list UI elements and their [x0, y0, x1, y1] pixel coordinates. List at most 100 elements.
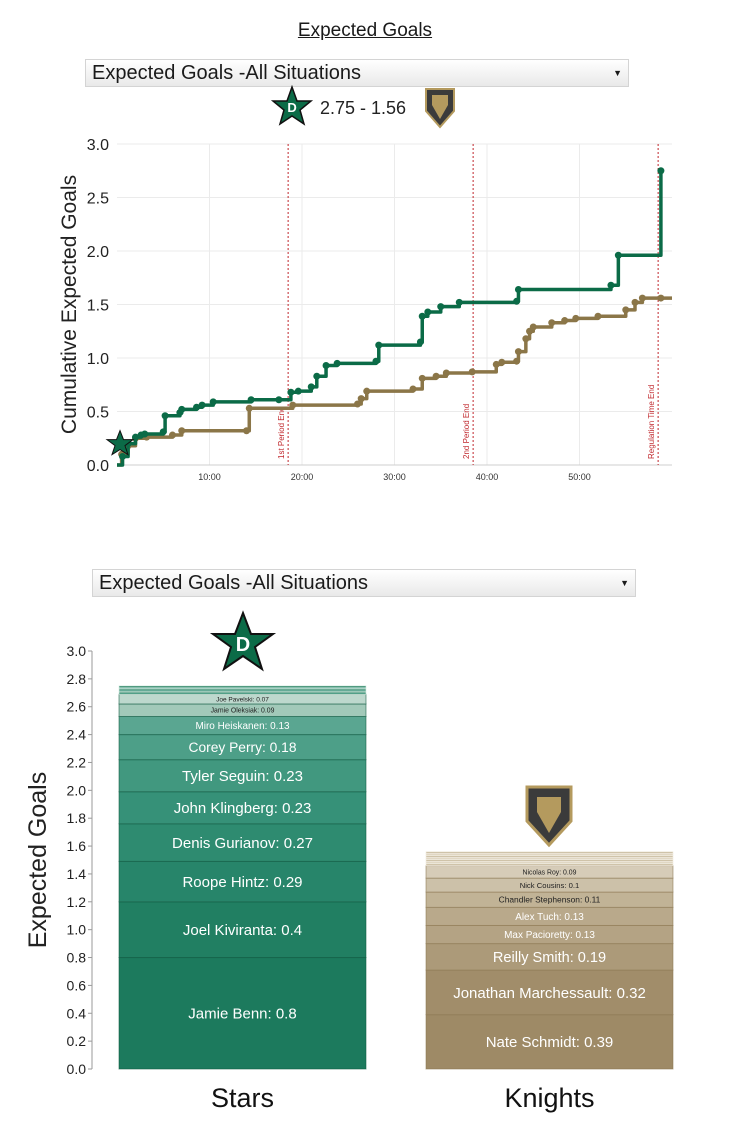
bar-segment-sliver [118, 692, 367, 695]
y-tick-label: 1.4 [67, 866, 87, 882]
bottom-chart-metric-select[interactable]: Expected Goals -All Situations ▼ [92, 569, 636, 597]
cumulative-xg-line-chart: D 2.75 - 1.56 0.0 0.5 1.0 1.5 2.0 2.5 3.0 10:00… [58, 85, 672, 482]
stars-shot-point [132, 433, 139, 441]
knights-shot-point [498, 358, 506, 366]
stars-shot-point [607, 281, 615, 289]
stars-start-marker-icon [105, 429, 135, 456]
stars-shot-point [198, 401, 206, 409]
stars-shot-point [372, 357, 380, 365]
bar-segment [118, 957, 367, 1070]
knights-shot-point [243, 427, 250, 435]
segment-label: Joel Kiviranta: 0.4 [183, 922, 302, 939]
knights-stack: Nate Schmidt: 0.39 Jonathan Marchessault:… [425, 851, 674, 1070]
knights-shot-point [513, 357, 521, 365]
y-tick-label: 2.4 [67, 727, 87, 743]
stars-shot-point [513, 297, 521, 305]
page-title: Expected Goals [297, 20, 433, 41]
stars-shot-point [247, 396, 255, 404]
segment-label: Max Pacioretty: 0.13 [504, 930, 595, 941]
y-tick-label: 1.0 [67, 922, 87, 938]
top-chart-metric-select[interactable]: Expected Goals -All Situations ▼ [85, 59, 629, 87]
stars-shot-point [294, 387, 302, 395]
knights-shot-point [572, 314, 580, 322]
stars-shot-point [275, 396, 283, 404]
segment-label: Joe Pavelski: 0.07 [216, 696, 269, 703]
stars-shot-point [424, 308, 432, 316]
knights-shot-point [409, 385, 417, 393]
knights-shot-point [492, 360, 500, 368]
knights-shot-point [468, 368, 476, 376]
stars-shot-point [141, 430, 149, 438]
knights-shot-point [432, 372, 440, 380]
y-tick-label: 0.0 [87, 458, 109, 475]
stars-shot-point [119, 452, 127, 460]
stars-shot-point [657, 167, 665, 175]
segment-label: John Klingberg: 0.23 [174, 800, 312, 817]
svg-text:D: D [236, 634, 250, 656]
segment-label: Nicolas Roy: 0.09 [523, 869, 577, 876]
dropdown-arrow-icon: ▼ [620, 578, 629, 588]
stars-shot-point [161, 412, 169, 420]
category-label: Knights [504, 1083, 594, 1113]
y-axis-label: Cumulative Expected Goals [58, 175, 81, 434]
bar-segment [425, 1014, 674, 1070]
y-tick-label: 1.5 [87, 298, 109, 315]
y-tick-label: 0.8 [67, 950, 87, 966]
stars-logo-icon: D [209, 610, 277, 672]
bar-segment [118, 823, 367, 862]
knights-shot-point [529, 323, 537, 331]
y-tick-label: 0.5 [87, 405, 109, 422]
stars-shot-point [514, 286, 522, 294]
knights-shot-point [289, 401, 297, 409]
knights-shot-point [594, 312, 602, 320]
segment-label: Alex Tuch: 0.13 [515, 912, 584, 923]
stars-shot-point [209, 398, 217, 406]
x-tick-label: 30:00 [383, 472, 406, 482]
stars-shot-point [437, 303, 445, 311]
period-end-label: Regulation Time End [647, 385, 656, 459]
bar-segment [425, 969, 674, 1016]
top-chart-metric-value: Expected Goals -All Situations [92, 62, 362, 84]
segment-label: Reilly Smith: 0.19 [493, 950, 606, 966]
y-tick-label: 2.0 [87, 244, 109, 261]
segment-label: Jamie Benn: 0.8 [188, 1006, 296, 1023]
y-tick-label: 3.0 [87, 137, 109, 154]
knights-shot-point [169, 431, 176, 439]
knights-shot-point [442, 369, 450, 377]
svg-text:D: D [287, 100, 296, 115]
stars-shot-point [287, 388, 295, 396]
segment-label: Tyler Seguin: 0.23 [182, 768, 303, 785]
stars-shot-point [614, 251, 622, 259]
knights-shot-point [178, 427, 186, 435]
y-tick-label: 1.6 [67, 838, 87, 854]
segment-label: Nate Schmidt: 0.39 [486, 1034, 614, 1051]
y-tick-label: 0.0 [67, 1061, 87, 1077]
period-end-label: 2nd Period End [462, 404, 471, 459]
bar-segment [118, 791, 367, 825]
segment-label: Jamie Oleksiak: 0.09 [211, 708, 275, 715]
knights-shot-point [418, 374, 426, 382]
knights-shot-point [354, 400, 361, 408]
knights-shot-point [514, 348, 522, 356]
y-tick-label: 1.2 [67, 894, 87, 910]
knights-shot-point [357, 395, 365, 403]
knights-shot-point [657, 294, 665, 302]
y-tick-label: 2.0 [67, 782, 87, 798]
knights-logo-icon [525, 785, 573, 848]
knights-shot-point [561, 317, 569, 325]
y-tick-label: 1.8 [67, 810, 87, 826]
x-tick-label: 40:00 [476, 472, 499, 482]
period-end-label: 1st Period End [277, 407, 286, 459]
score-header: D 2.75 - 1.56 [270, 85, 455, 129]
dropdown-arrow-icon: ▼ [613, 68, 622, 78]
y-tick-label: 2.6 [67, 699, 87, 715]
bar-segment [118, 901, 367, 959]
stars-shot-point [159, 428, 167, 436]
stars-shot-point [313, 372, 321, 380]
stars-shot-point [333, 359, 341, 367]
segment-label: Roope Hintz: 0.29 [182, 874, 302, 891]
segment-label: Denis Gurianov: 0.27 [172, 835, 313, 852]
y-tick-label: 0.2 [67, 1033, 87, 1049]
segment-label: Miro Heiskanen: 0.13 [195, 721, 290, 732]
y-axis-label: Expected Goals [24, 772, 52, 949]
